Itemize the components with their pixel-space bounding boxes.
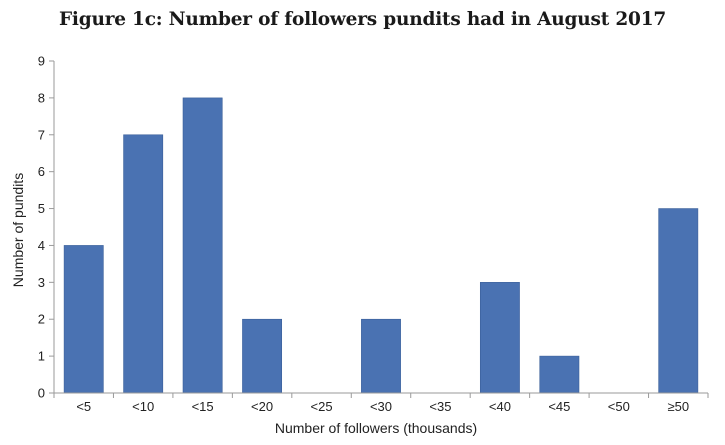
chart-title: Figure 1c: Number of followers pundits h… (58, 9, 667, 30)
y-tick-label: 1 (38, 349, 45, 364)
bars (63, 97, 699, 394)
bar (479, 282, 520, 394)
axes (53, 61, 708, 394)
x-axis-label: Number of followers (thousands) (275, 420, 477, 436)
x-tick-label: <20 (251, 399, 273, 414)
y-tick-label: 8 (38, 90, 45, 105)
y-tick-label: 0 (38, 386, 45, 401)
bar (63, 245, 104, 394)
x-tick-label: ≥50 (667, 399, 689, 414)
bar (539, 355, 580, 394)
x-tick-label: <30 (370, 399, 392, 414)
y-tick-label: 2 (38, 312, 45, 327)
y-axis-ticks: 0 1 2 3 4 5 6 7 8 9 (38, 54, 54, 401)
bar (182, 97, 223, 394)
x-tick-label: <40 (489, 399, 511, 414)
y-tick-label: 9 (38, 54, 45, 69)
y-tick-label: 5 (38, 201, 45, 216)
x-tick-label: <50 (608, 399, 630, 414)
y-tick-label: 3 (38, 275, 45, 290)
x-tick-label: <15 (192, 399, 214, 414)
y-axis-label: Number of pundits (10, 173, 26, 287)
x-tick-label: <35 (429, 399, 451, 414)
bar (658, 208, 699, 394)
bar (242, 318, 283, 394)
y-tick-label: 4 (38, 238, 45, 253)
x-tick-label: <45 (548, 399, 570, 414)
x-tick-label: <10 (132, 399, 154, 414)
x-tick-label: <5 (76, 399, 91, 414)
y-tick-label: 6 (38, 164, 45, 179)
bar (123, 134, 164, 394)
x-axis-ticks: <5 <10 <15 <20 <25 <30 <35 <40 <45 <50 ≥50 (53, 393, 709, 414)
bar (361, 318, 401, 394)
y-tick-label: 7 (38, 127, 45, 142)
x-tick-label: <25 (311, 399, 333, 414)
